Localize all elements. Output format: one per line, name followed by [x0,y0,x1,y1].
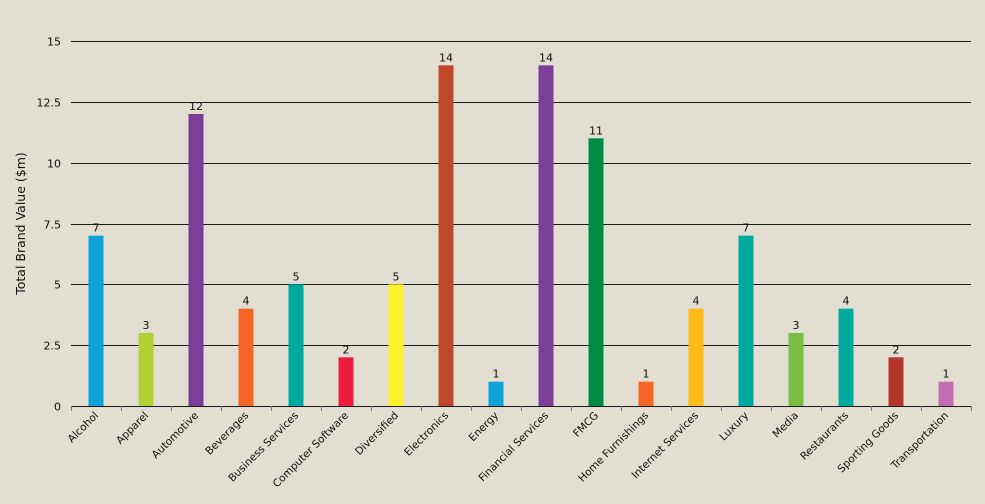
bars [88,65,954,407]
y-tick-label: 15 [47,36,61,49]
data-label: 14 [439,51,453,64]
x-tick-label: Restaurants [798,410,851,463]
data-label: 3 [793,319,800,332]
x-tick-label: Apparel [114,410,151,447]
x-tick-label: Diversified [353,410,401,458]
bar [888,357,904,406]
y-tick-label: 12.5 [37,97,62,110]
data-label: 4 [243,295,250,308]
data-label: 12 [189,100,203,113]
data-label: 1 [643,368,650,381]
data-label: 1 [943,368,950,381]
x-tick-label: Luxury [717,410,751,444]
x-axis-ticks [71,406,972,411]
x-tick-label: Electronics [402,410,451,459]
bar [838,308,854,406]
bar [538,65,554,406]
data-label: 7 [93,222,100,235]
data-label: 5 [393,270,400,283]
y-tick-label: 2.5 [44,340,62,353]
x-tick-label: Alcohol [66,410,102,446]
data-label: 11 [589,124,603,137]
bar [938,381,954,406]
x-tick-label: Media [770,410,801,441]
bar [488,381,504,406]
bar [638,381,654,406]
data-label: 14 [539,51,553,64]
bar [788,333,804,406]
data-label: 7 [743,222,750,235]
bar [388,284,404,406]
x-tick-label: Energy [467,410,501,444]
x-tick-label: Beverages [203,410,251,458]
gridlines [71,41,971,407]
y-tick-label: 10 [47,158,61,171]
data-label: 5 [293,270,300,283]
data-label: 4 [843,295,850,308]
bar [138,333,154,406]
data-label: 2 [343,343,350,356]
bar [688,308,704,406]
bar [88,235,104,406]
data-label: 1 [493,368,500,381]
y-axis-ticks: 0 2.5 5 7.5 10 12.5 15 [37,36,62,414]
bar [238,308,254,406]
bar [288,284,304,406]
data-label: 3 [143,319,150,332]
data-label: 4 [693,295,700,308]
x-tick-label: Automotive [150,410,201,461]
y-tick-label: 7.5 [44,219,62,232]
data-label: 2 [893,343,900,356]
bar [588,138,604,407]
bar [188,114,204,406]
x-tick-label: FMCG [571,410,601,440]
y-axis-title: Total Brand Value ($m) [13,152,28,296]
y-tick-label: 0 [54,401,61,414]
y-tick-label: 5 [54,279,61,292]
bar [338,357,354,406]
bar [738,235,754,406]
bar [438,65,454,406]
